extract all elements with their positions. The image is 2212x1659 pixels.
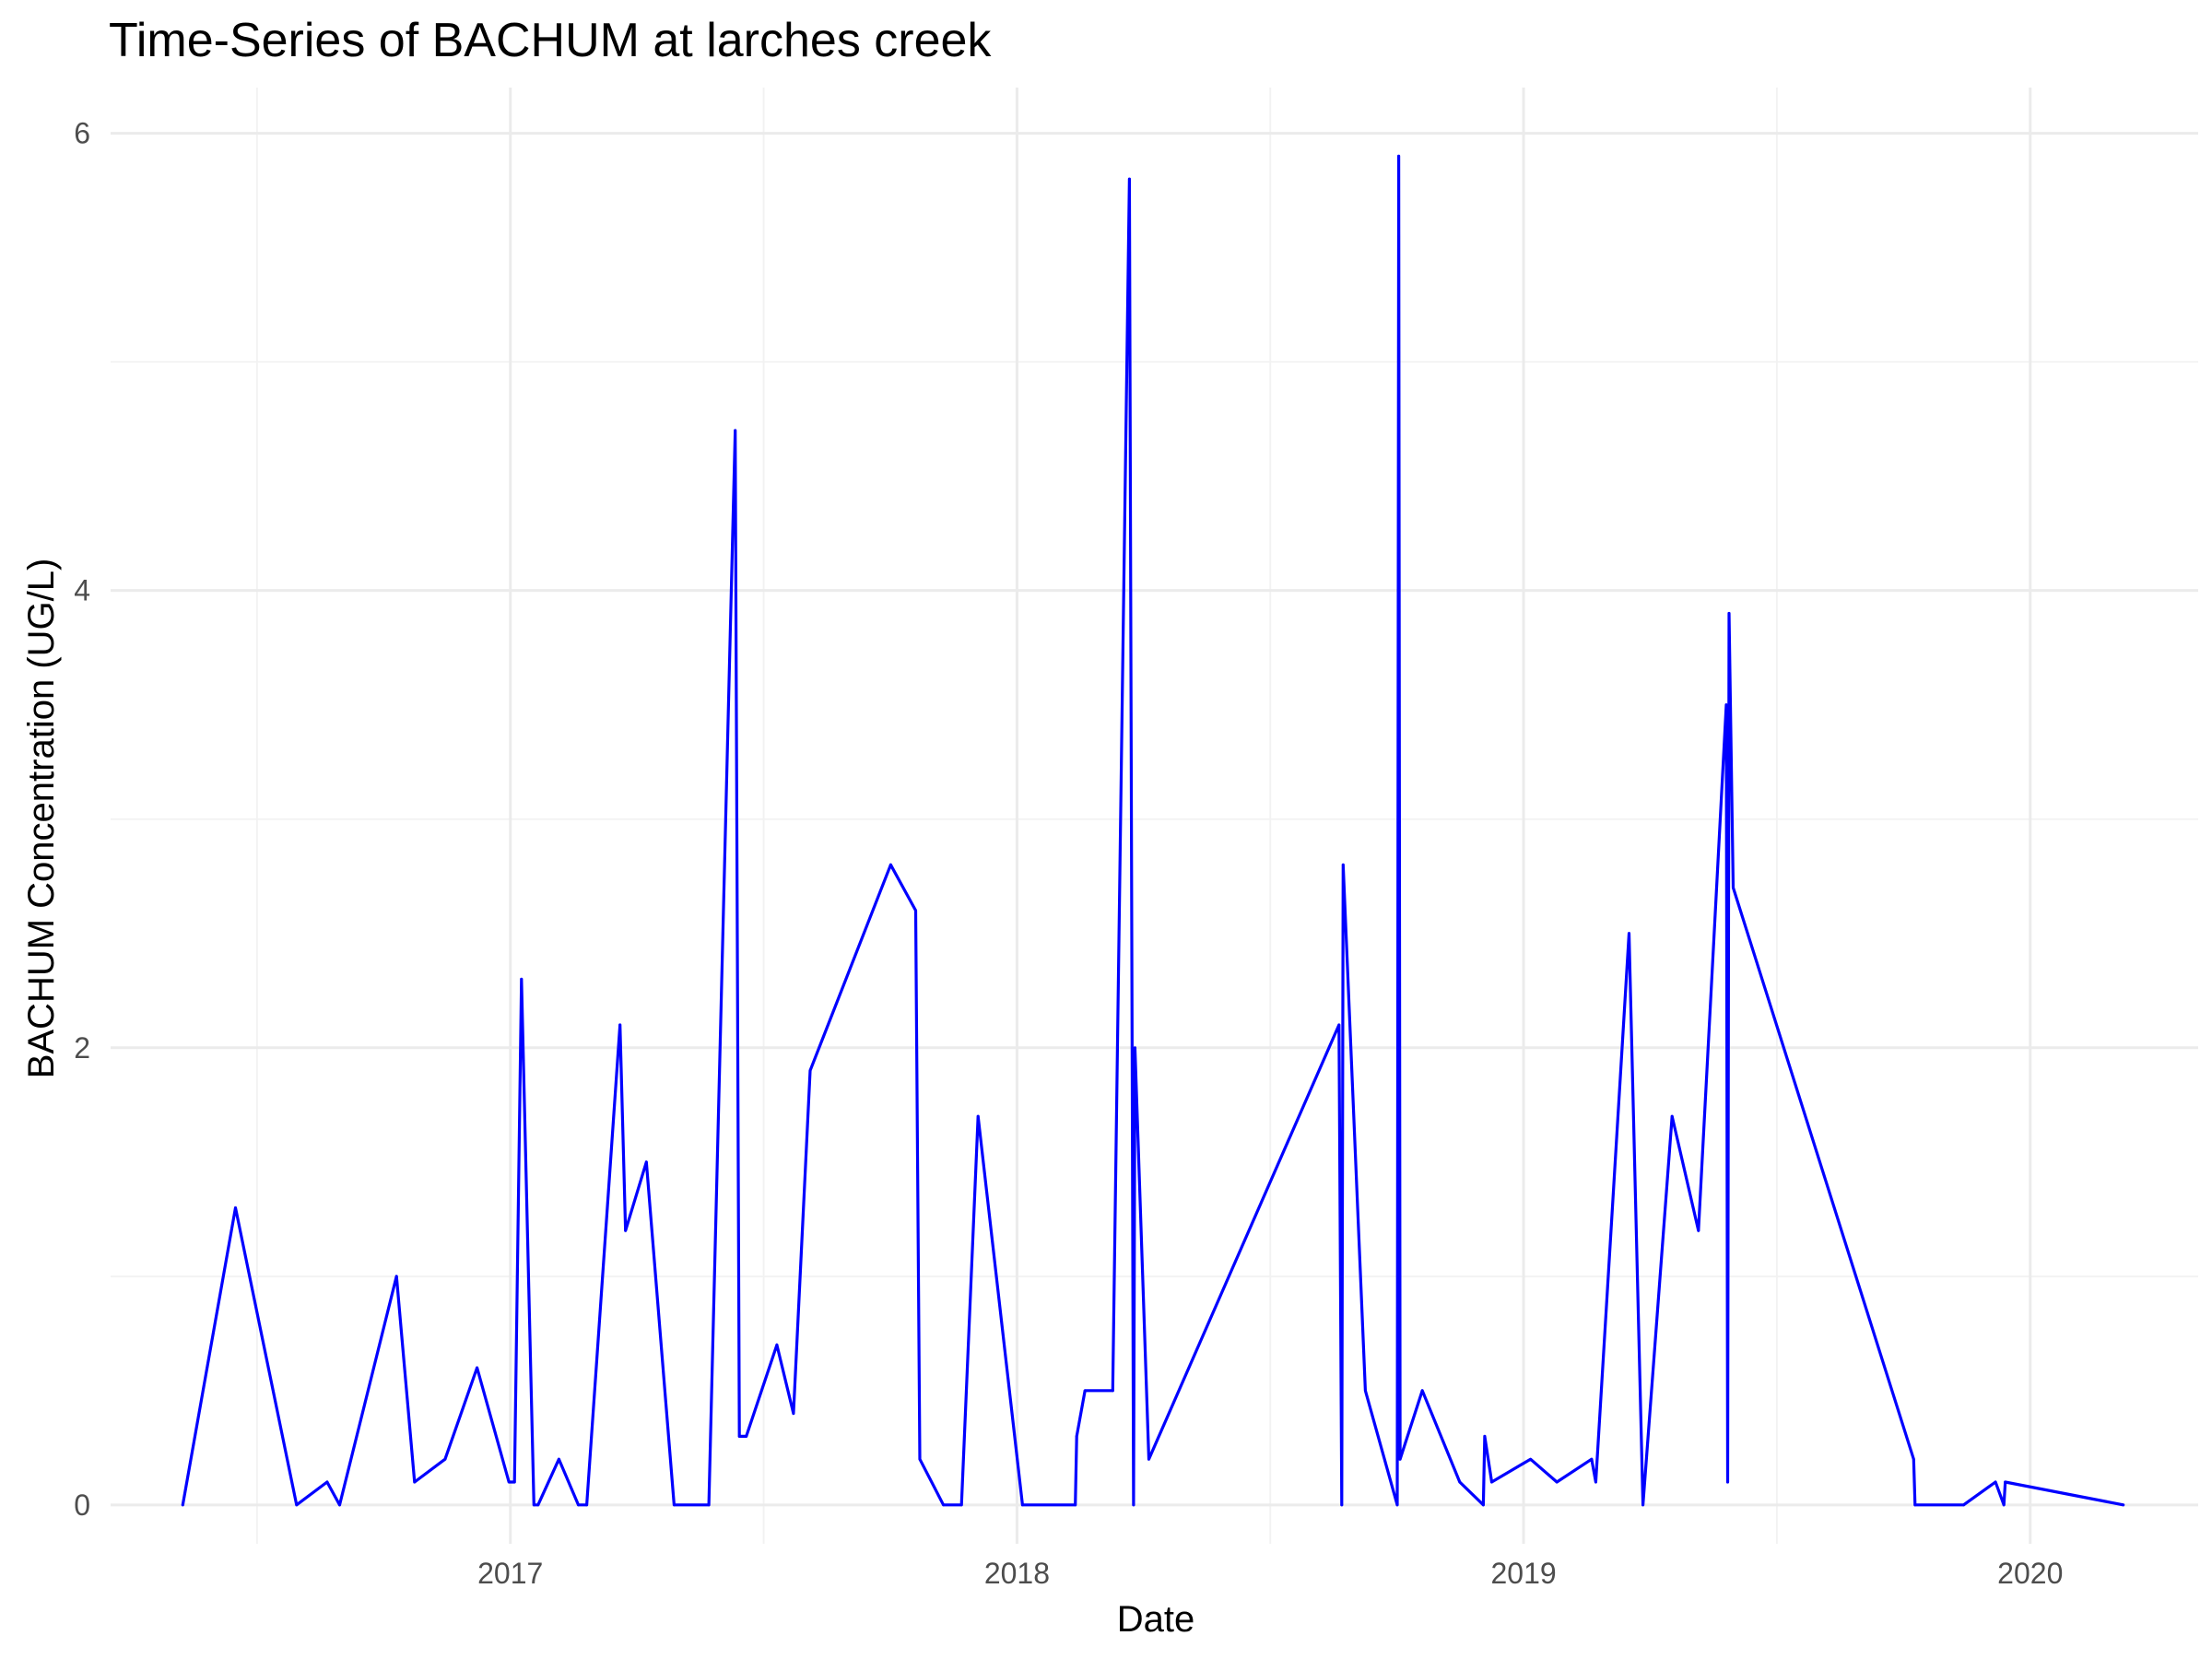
data-point xyxy=(808,1069,812,1072)
data-point xyxy=(476,1366,478,1370)
data-point xyxy=(1724,703,1728,707)
data-point xyxy=(512,1480,516,1484)
data-point xyxy=(536,1503,540,1507)
data-point xyxy=(1482,1503,1485,1507)
data-point xyxy=(2122,1503,2125,1507)
data-point xyxy=(1555,1480,1559,1484)
data-point xyxy=(520,977,524,981)
data-point xyxy=(1134,1046,1136,1050)
data-point xyxy=(745,1435,748,1438)
data-point xyxy=(181,1503,184,1507)
data-point xyxy=(618,1023,622,1027)
data-point xyxy=(1641,1503,1645,1507)
data-point xyxy=(624,1229,628,1232)
data-point xyxy=(1913,1503,1917,1507)
data-point xyxy=(2004,1480,2007,1484)
data-point xyxy=(1398,1457,1402,1461)
data-point xyxy=(737,1435,741,1438)
data-point xyxy=(413,1480,417,1484)
data-point xyxy=(1529,1457,1533,1461)
y-tick-label: 6 xyxy=(74,117,90,150)
series-line xyxy=(181,154,2125,1507)
data-point xyxy=(532,1503,535,1507)
data-point xyxy=(914,909,917,912)
data-point xyxy=(1021,1503,1024,1507)
data-point xyxy=(1458,1480,1462,1484)
data-point xyxy=(1420,1389,1424,1393)
data-point xyxy=(295,1503,299,1507)
data-point xyxy=(1994,1480,1997,1484)
y-tick-labels: 0 2 4 6 xyxy=(74,117,90,1522)
data-point xyxy=(325,1480,329,1484)
data-point xyxy=(673,1503,676,1507)
chart-title: Time-Series of BACHUM at larches creek xyxy=(109,14,992,67)
data-point xyxy=(2002,1503,2006,1507)
x-tick-label: 2017 xyxy=(477,1557,543,1590)
data-point xyxy=(1074,1503,1077,1507)
data-point xyxy=(775,1343,779,1347)
y-tick-label: 0 xyxy=(74,1488,90,1522)
data-point xyxy=(443,1457,447,1461)
y-tick-label: 4 xyxy=(74,574,90,607)
data-point xyxy=(976,1114,980,1118)
data-point xyxy=(1483,1435,1487,1438)
data-point xyxy=(1341,863,1345,866)
data-point xyxy=(338,1503,341,1507)
data-point xyxy=(1962,1503,1965,1507)
data-point xyxy=(1628,932,1630,935)
data-point xyxy=(507,1480,511,1484)
data-point xyxy=(888,863,892,866)
y-axis-title: BACHUM Concentration (UG/L) xyxy=(21,559,62,1079)
data-point xyxy=(1127,177,1131,181)
data-point xyxy=(707,1503,711,1507)
data-point xyxy=(1075,1435,1078,1438)
data-point xyxy=(1490,1480,1493,1484)
x-axis-title: Date xyxy=(1117,1599,1195,1640)
data-point xyxy=(1590,1457,1594,1461)
data-point xyxy=(1732,886,1735,889)
data-point xyxy=(1912,1457,1915,1461)
x-tick-labels: 2017 2018 2019 2020 xyxy=(477,1557,2063,1590)
grid-layer xyxy=(111,88,2198,1544)
data-point xyxy=(1147,1457,1150,1461)
x-tick-label: 2019 xyxy=(1490,1557,1556,1590)
data-point xyxy=(577,1503,580,1507)
data-point xyxy=(1337,1023,1341,1027)
data-point xyxy=(1132,1503,1135,1507)
data-point xyxy=(1726,1480,1729,1484)
data-point xyxy=(1594,1480,1597,1484)
data-point xyxy=(585,1503,588,1507)
series-layer xyxy=(181,154,2125,1507)
data-point xyxy=(1670,1114,1674,1118)
data-point xyxy=(942,1503,945,1507)
data-point xyxy=(1727,612,1731,615)
data-point xyxy=(1395,1503,1399,1507)
data-point xyxy=(918,1457,922,1461)
data-point xyxy=(1364,1389,1367,1393)
data-point xyxy=(558,1457,560,1461)
data-point xyxy=(1340,1503,1344,1507)
x-tick-label: 2018 xyxy=(984,1557,1050,1590)
data-point xyxy=(1083,1389,1087,1393)
data-point xyxy=(234,1206,237,1209)
data-point xyxy=(734,429,737,432)
data-point xyxy=(1397,155,1400,158)
data-point xyxy=(394,1275,398,1278)
data-point xyxy=(792,1412,795,1416)
data-point xyxy=(1697,1229,1700,1232)
data-point xyxy=(1111,1389,1114,1393)
data-point xyxy=(959,1503,963,1507)
y-tick-label: 2 xyxy=(74,1031,90,1065)
x-tick-label: 2020 xyxy=(1997,1557,2063,1590)
data-point xyxy=(644,1160,648,1164)
